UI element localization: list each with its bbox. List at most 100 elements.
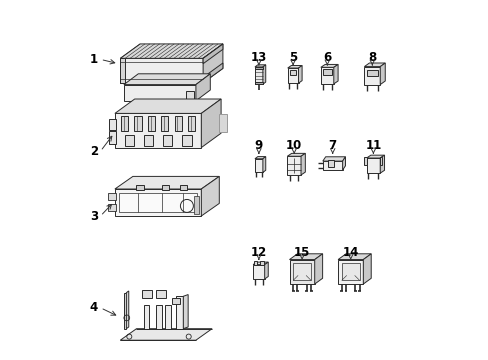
Polygon shape <box>287 153 305 156</box>
Bar <box>260 261 264 265</box>
Bar <box>254 82 263 84</box>
Bar <box>322 69 331 75</box>
Bar <box>364 157 366 165</box>
Polygon shape <box>337 254 370 260</box>
Bar <box>143 135 153 146</box>
Bar <box>156 290 166 298</box>
Bar <box>107 204 115 211</box>
Polygon shape <box>320 64 337 67</box>
Bar <box>161 116 168 131</box>
Text: 3: 3 <box>90 210 98 222</box>
Bar <box>134 116 142 131</box>
Polygon shape <box>301 153 305 175</box>
Bar <box>142 290 152 298</box>
Bar <box>187 116 195 131</box>
Polygon shape <box>366 158 380 173</box>
Bar <box>194 196 199 214</box>
Polygon shape <box>120 329 212 340</box>
Bar <box>120 58 124 83</box>
Polygon shape <box>253 265 264 279</box>
Polygon shape <box>165 305 170 329</box>
Text: 10: 10 <box>285 139 302 152</box>
Bar <box>109 131 116 144</box>
Polygon shape <box>254 157 265 159</box>
Text: 14: 14 <box>342 246 358 258</box>
Polygon shape <box>143 305 149 329</box>
Polygon shape <box>287 66 302 68</box>
Text: 9: 9 <box>254 139 263 152</box>
Polygon shape <box>298 66 302 83</box>
Bar <box>379 157 382 165</box>
Polygon shape <box>289 254 322 260</box>
Text: 13: 13 <box>250 51 266 64</box>
Bar <box>253 261 257 265</box>
Bar <box>366 69 377 76</box>
Bar <box>107 193 115 200</box>
Polygon shape <box>123 293 126 329</box>
Bar <box>292 263 310 280</box>
Bar <box>185 91 193 99</box>
Polygon shape <box>196 74 210 101</box>
Polygon shape <box>287 156 301 175</box>
Polygon shape <box>253 262 268 265</box>
Polygon shape <box>342 157 345 170</box>
Polygon shape <box>380 63 385 85</box>
Text: 5: 5 <box>288 51 297 64</box>
Polygon shape <box>203 63 223 83</box>
Polygon shape <box>119 193 197 212</box>
Bar <box>182 135 191 146</box>
Bar <box>124 135 134 146</box>
Polygon shape <box>126 291 128 329</box>
Polygon shape <box>203 44 223 64</box>
Polygon shape <box>364 67 380 85</box>
Polygon shape <box>254 65 265 67</box>
Polygon shape <box>364 63 385 67</box>
Polygon shape <box>115 113 201 148</box>
Bar <box>172 298 179 304</box>
Polygon shape <box>201 176 219 216</box>
Polygon shape <box>263 157 265 172</box>
Polygon shape <box>120 44 223 58</box>
Polygon shape <box>264 262 268 279</box>
Bar <box>163 135 172 146</box>
Text: 8: 8 <box>367 51 376 64</box>
Polygon shape <box>322 157 345 161</box>
Text: 2: 2 <box>90 145 98 158</box>
Bar <box>219 114 227 132</box>
Text: 6: 6 <box>323 51 331 64</box>
Polygon shape <box>289 260 314 284</box>
Bar <box>290 70 295 75</box>
Bar <box>254 67 263 69</box>
Polygon shape <box>115 99 221 113</box>
Text: 11: 11 <box>365 139 381 152</box>
Polygon shape <box>366 155 384 158</box>
Polygon shape <box>120 58 203 83</box>
Polygon shape <box>201 99 221 148</box>
Polygon shape <box>123 74 210 85</box>
Text: 15: 15 <box>293 246 310 258</box>
Polygon shape <box>263 65 265 84</box>
Polygon shape <box>176 296 183 329</box>
Text: 7: 7 <box>328 139 336 152</box>
Polygon shape <box>320 67 333 84</box>
Polygon shape <box>115 176 219 189</box>
Bar <box>136 185 143 190</box>
Polygon shape <box>322 161 342 170</box>
Bar <box>341 263 359 280</box>
Polygon shape <box>254 67 263 84</box>
Polygon shape <box>183 294 188 329</box>
Text: 4: 4 <box>90 301 98 314</box>
Bar <box>147 116 155 131</box>
Polygon shape <box>337 260 363 284</box>
Bar <box>109 119 116 130</box>
Polygon shape <box>254 159 263 172</box>
Bar <box>179 185 186 190</box>
Polygon shape <box>380 155 384 173</box>
Polygon shape <box>123 85 196 101</box>
Polygon shape <box>314 254 322 284</box>
Bar <box>174 116 182 131</box>
Bar <box>121 116 128 131</box>
Polygon shape <box>156 305 162 329</box>
Polygon shape <box>287 68 298 83</box>
Polygon shape <box>115 189 201 216</box>
